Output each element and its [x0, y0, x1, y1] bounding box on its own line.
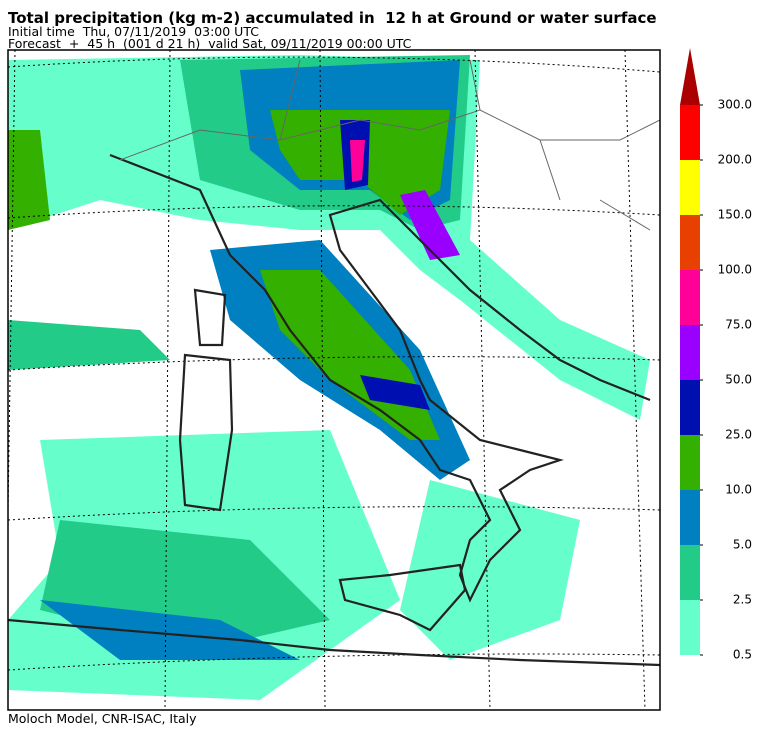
colorbar-label: 2.5 — [733, 593, 752, 607]
colorbar-label: 10.0 — [725, 483, 752, 497]
colorbar-band — [680, 545, 700, 600]
colorbar-label: 200.0 — [718, 153, 752, 167]
colorbar-label: 100.0 — [718, 263, 752, 277]
forecast-time: Forecast + 45 h (001 d 21 h) valid Sat, … — [8, 36, 412, 51]
colorbar-label: 50.0 — [725, 373, 752, 387]
title: Total precipitation (kg m-2) accumulated… — [8, 9, 657, 27]
footer: Moloch Model, CNR-ISAC, Italy — [8, 711, 197, 726]
colorbar-band — [680, 160, 700, 215]
colorbar: 0.5 2.5 5.0 10.0 25.0 50.0 75.0 100.0 150.0 200.0… — [680, 48, 752, 662]
colorbar-label: 0.5 — [733, 648, 752, 662]
colorbar-band — [680, 105, 700, 160]
colorbar-over-arrow — [680, 48, 700, 105]
colorbar-label: 5.0 — [733, 538, 752, 552]
colorbar-label: 150.0 — [718, 208, 752, 222]
colorbar-band — [680, 490, 700, 545]
initial-time: Initial time Thu, 07/11/2019 03:00 UTC — [8, 24, 259, 39]
map — [7, 49, 661, 711]
colorbar-band — [680, 380, 700, 435]
colorbar-label: 75.0 — [725, 318, 752, 332]
colorbar-label: 300.0 — [718, 98, 752, 112]
colorbar-band — [680, 325, 700, 380]
colorbar-band — [680, 435, 700, 490]
colorbar-band — [680, 600, 700, 655]
colorbar-band — [680, 215, 700, 270]
colorbar-label: 25.0 — [725, 428, 752, 442]
colorbar-band — [680, 270, 700, 325]
